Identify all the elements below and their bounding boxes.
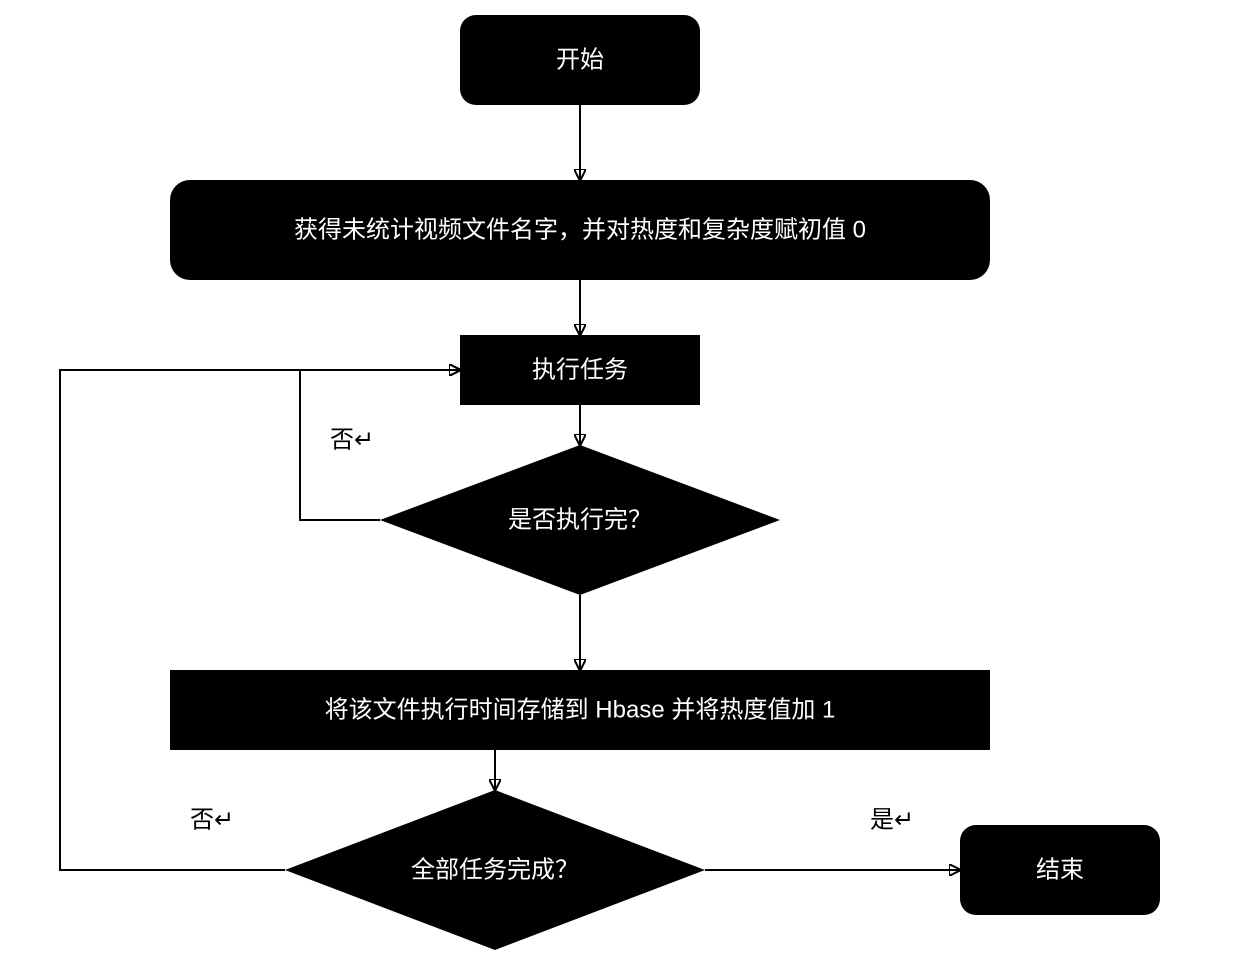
node-label-all_q: 全部任务完成？: [411, 857, 579, 884]
node-label-end: 结束: [1036, 857, 1084, 884]
node-label-exec: 执行任务: [532, 357, 628, 384]
node-label-store: 将该文件执行时间存储到 Hbase 并将热度值加 1: [325, 697, 836, 724]
node-label-done_q: 是否执行完？: [508, 507, 652, 534]
node-start: 开始: [460, 15, 700, 105]
node-label-init: 获得未统计视频文件名字，并对热度和复杂度赋初值 0: [294, 217, 866, 244]
node-end: 结束: [960, 825, 1160, 915]
nodes-layer: 开始获得未统计视频文件名字，并对热度和复杂度赋初值 0 执行任务是否执行完？ 将该文…: [170, 15, 1160, 950]
edge-label-done_q-to-exec: 否↵: [330, 427, 374, 454]
edge-label-all_q-to-end: 是↵: [870, 807, 914, 834]
edge-label-all_q-to-exec: 否↵: [190, 807, 234, 834]
node-label-start: 开始: [556, 47, 604, 74]
edge-done_q-to-exec: [300, 370, 460, 520]
edge-all_q-to-exec: [60, 370, 460, 870]
node-done_q: 是否执行完？: [380, 445, 780, 595]
node-all_q: 全部任务完成？: [285, 790, 705, 950]
node-store: 将该文件执行时间存储到 Hbase 并将热度值加 1: [170, 670, 990, 750]
node-init: 获得未统计视频文件名字，并对热度和复杂度赋初值 0: [170, 180, 990, 280]
node-exec: 执行任务: [460, 335, 700, 405]
